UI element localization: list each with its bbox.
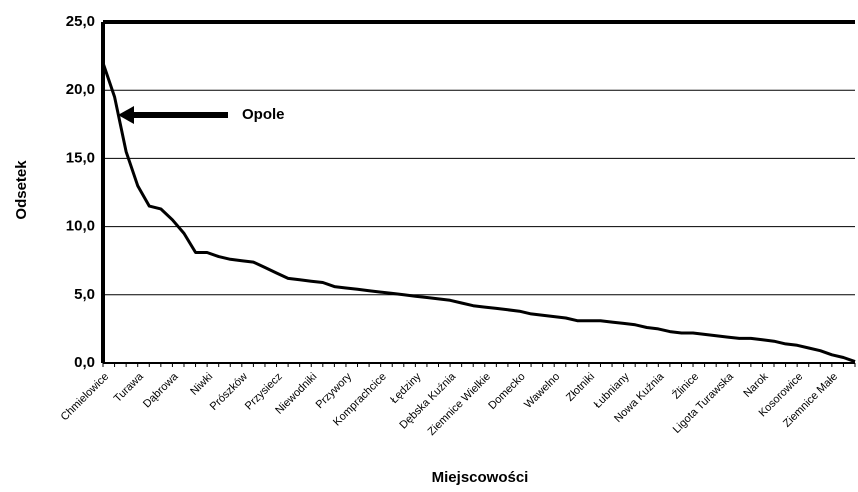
y-tick-label: 15,0 (66, 149, 95, 166)
x-tick-label: Źlinice (670, 370, 702, 402)
annotation: Opole (242, 106, 285, 123)
annotation-arrowhead (118, 106, 134, 124)
data-line (101, 62, 856, 364)
x-tick-label: Wawelno (522, 371, 562, 411)
y-tick-label: 20,0 (66, 81, 95, 98)
x-tick-label: Ligota Turawska (671, 370, 737, 436)
x-axis-label: Miejscowości (432, 469, 529, 486)
x-tick-label: Turawa (112, 370, 147, 405)
x-tick-label: Niwki (188, 371, 215, 398)
x-tick-label: Domecko (486, 371, 527, 412)
y-tick-label: 10,0 (66, 218, 95, 235)
y-tick-label: 0,0 (74, 354, 95, 371)
x-tick-label: Prószków (208, 371, 250, 413)
x-tick-label: Chmielowice (59, 371, 112, 424)
x-tick-label: Ziemnice Wielkie (426, 371, 493, 438)
y-axis-label: Odsetek (13, 160, 30, 220)
x-tick-label: Złotniki (564, 371, 597, 404)
y-tick-label: 5,0 (74, 286, 95, 303)
y-tick-label: 25,0 (66, 13, 95, 30)
x-tick-label: Narok (741, 370, 771, 400)
x-tick-label: Dąbrowa (141, 370, 181, 410)
